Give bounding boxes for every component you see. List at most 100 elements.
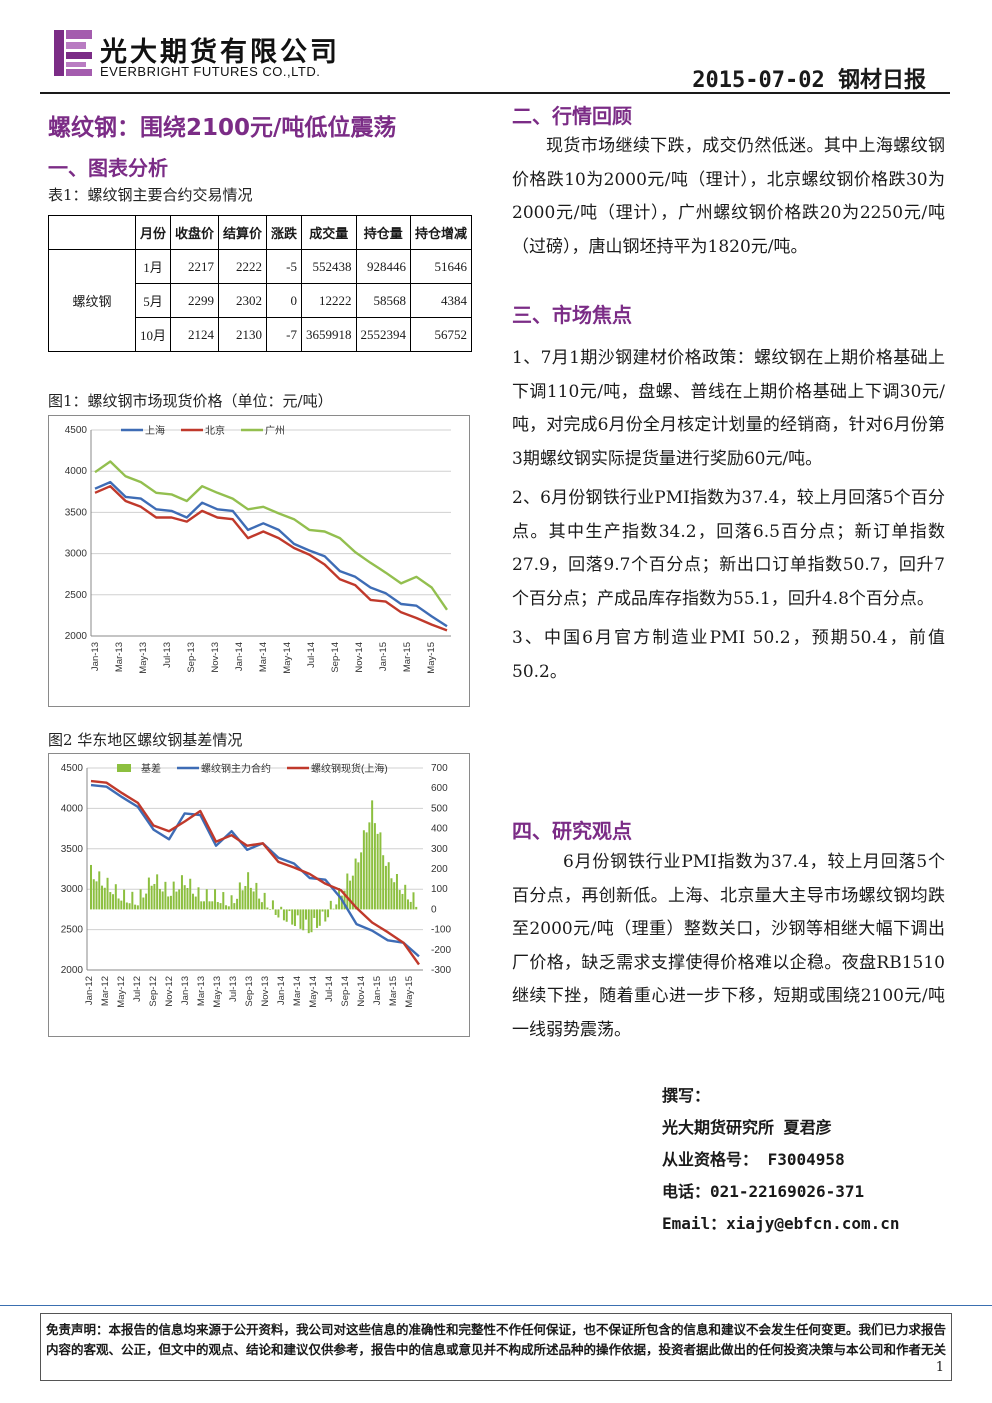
x-tick-label: Jul-12 bbox=[132, 976, 143, 1002]
disclaimer-text: 免责声明：本报告的信息均来源于公开资料，我公司对这些信息的准确性和完整性不作任何… bbox=[46, 1322, 947, 1357]
y-tick-label: 4500 bbox=[65, 425, 88, 436]
legend-label: 上海 bbox=[145, 424, 165, 437]
author-name: 光大期货研究所 夏君彦 bbox=[662, 1118, 832, 1137]
x-tick-label: Jul-14 bbox=[306, 642, 317, 668]
col-header: 成交量 bbox=[301, 215, 357, 250]
col-header: 月份 bbox=[135, 215, 171, 250]
y-tick-label: 2000 bbox=[61, 965, 84, 976]
y2-tick-label: -200 bbox=[431, 945, 451, 956]
y2-tick-label: 300 bbox=[431, 844, 448, 855]
col-header: 涨跌 bbox=[266, 215, 302, 250]
x-tick-label: Sep-14 bbox=[340, 976, 351, 1007]
x-tick-label: Mar-14 bbox=[292, 976, 303, 1006]
table-cell: 2552394 bbox=[355, 317, 411, 352]
x-tick-label: May-13 bbox=[212, 976, 223, 1008]
legend-label: 基差 bbox=[141, 762, 161, 775]
legend-label: 螺纹钢现货(上海) bbox=[311, 762, 388, 775]
y-tick-label: 4000 bbox=[65, 466, 88, 477]
x-tick-label: Mar-15 bbox=[388, 976, 399, 1006]
col-header: 收盘价 bbox=[170, 215, 219, 250]
report-date-title: 2015-07-02 钢材日报 bbox=[692, 68, 926, 93]
col-header: 持仓量 bbox=[355, 215, 411, 250]
table-cell: 2130 bbox=[218, 317, 267, 352]
y-tick-label: 3500 bbox=[65, 507, 88, 518]
table-cell: -5 bbox=[266, 249, 302, 284]
y-tick-label: 3000 bbox=[65, 549, 88, 560]
y2-tick-label: 100 bbox=[431, 884, 448, 895]
focus-item: 2、6月份钢铁行业PMI指数为37.4，较上月回落5个百分点。其中生产指数34.… bbox=[512, 488, 945, 609]
table-cell: 58568 bbox=[355, 283, 411, 318]
section4-heading: 四、研究观点 bbox=[512, 819, 632, 843]
fig1-caption: 图1：螺纹钢市场现货价格（单位：元/吨） bbox=[48, 392, 333, 410]
table-row: 螺纹钢 1月 2217 2222 -5 552438 928446 51646 bbox=[48, 249, 472, 352]
table-cell: 1月 bbox=[135, 249, 171, 284]
series-line bbox=[94, 480, 448, 628]
disclaimer-box bbox=[40, 1313, 952, 1381]
x-tick-label: Sep-14 bbox=[330, 642, 341, 673]
x-tick-label: Jan-13 bbox=[90, 642, 101, 671]
table-cell: 56752 bbox=[410, 317, 472, 352]
header-divider bbox=[40, 92, 950, 94]
table-row: 10月 2124 2130 -7 3659918 2552394 56752 bbox=[49, 317, 472, 352]
x-tick-label: May-13 bbox=[138, 642, 149, 674]
section3-heading: 三、市场焦点 bbox=[512, 303, 632, 327]
row-label: 螺纹钢 bbox=[48, 249, 136, 352]
company-name-cn: 光大期货有限公司 bbox=[100, 37, 340, 68]
x-tick-label: Mar-14 bbox=[258, 642, 269, 672]
table-cell: 0 bbox=[266, 283, 302, 318]
focus-item: 3、中国6月官方制造业PMI 50.2，预期50.4，前值50.2。 bbox=[512, 628, 945, 682]
x-tick-label: Jan-14 bbox=[234, 642, 245, 671]
table-cell: 928446 bbox=[355, 249, 411, 284]
table-cell: 3659918 bbox=[301, 317, 357, 352]
x-tick-label: Nov-13 bbox=[210, 642, 221, 673]
author-license: 从业资格号： F3004958 bbox=[662, 1150, 845, 1169]
section2-heading: 二、行情回顾 bbox=[512, 104, 632, 128]
section4-text: 6月份钢铁行业PMI指数为37.4，较上月回落5个百分点，再创新低。上海、北京量… bbox=[512, 852, 945, 1040]
table-cell: 10月 bbox=[135, 317, 171, 352]
author-email[interactable]: Email：xiajy@ebfcn.com.cn bbox=[662, 1214, 900, 1233]
y2-tick-label: 200 bbox=[431, 864, 448, 875]
y2-tick-label: 0 bbox=[431, 904, 437, 915]
table-cell: 2124 bbox=[170, 317, 219, 352]
y-tick-label: 2000 bbox=[65, 631, 88, 642]
col-header: 持仓增减 bbox=[410, 215, 472, 250]
table-cell: 2302 bbox=[218, 283, 267, 318]
x-tick-label: Jul-13 bbox=[228, 976, 239, 1002]
table-caption: 表1：螺纹钢主要合约交易情况 bbox=[48, 186, 253, 204]
x-tick-label: Mar-15 bbox=[402, 642, 413, 672]
x-tick-label: May-14 bbox=[308, 976, 319, 1008]
col-header: 结算价 bbox=[218, 215, 267, 250]
x-tick-label: Nov-14 bbox=[356, 976, 367, 1007]
series-line bbox=[94, 460, 448, 611]
legend-label: 北京 bbox=[205, 424, 225, 437]
x-tick-label: Nov-14 bbox=[354, 642, 365, 673]
x-tick-label: Mar-12 bbox=[100, 976, 111, 1006]
table-cell: 2217 bbox=[170, 249, 219, 284]
x-tick-label: Jul-13 bbox=[162, 642, 173, 668]
author-phone: 电话：021-22169026-371 bbox=[662, 1182, 865, 1201]
y-tick-label: 2500 bbox=[61, 925, 84, 936]
y-tick-label: 4500 bbox=[61, 763, 84, 774]
x-tick-label: Jan-14 bbox=[276, 976, 287, 1005]
y2-tick-label: 700 bbox=[431, 763, 448, 774]
legend-label: 广州 bbox=[265, 425, 285, 437]
table-cell: 12222 bbox=[301, 283, 357, 318]
chart1-frame: 4500 4000 3500 3000 2500 2000 Jan-13 Mar-13 May-… bbox=[48, 415, 470, 707]
legend-swatch bbox=[117, 764, 131, 772]
x-tick-label: May-14 bbox=[282, 642, 293, 674]
section1-heading: 一、图表分析 bbox=[48, 156, 168, 180]
footer-rule bbox=[0, 1305, 992, 1306]
table-row: 5月 2299 2302 0 12222 58568 4384 bbox=[49, 283, 472, 318]
table-header-row: 月份 收盘价 结算价 涨跌 成交量 持仓量 持仓增减 bbox=[48, 215, 472, 250]
y-tick-label: 2500 bbox=[65, 590, 88, 601]
fig2-caption: 图2 华东地区螺纹钢基差情况 bbox=[48, 731, 243, 749]
x-tick-label: Sep-13 bbox=[244, 976, 255, 1007]
y2-tick-label: 400 bbox=[431, 824, 448, 835]
x-tick-label: Sep-13 bbox=[186, 642, 197, 673]
x-tick-label: Jul-14 bbox=[324, 976, 335, 1002]
contract-table: 月份 收盘价 结算价 涨跌 成交量 持仓量 持仓增减 螺纹钢 1月 2217 2… bbox=[48, 215, 472, 352]
x-tick-label: May-12 bbox=[116, 976, 127, 1008]
table-cell: 2222 bbox=[218, 249, 267, 284]
table-cell: 4384 bbox=[410, 283, 472, 318]
